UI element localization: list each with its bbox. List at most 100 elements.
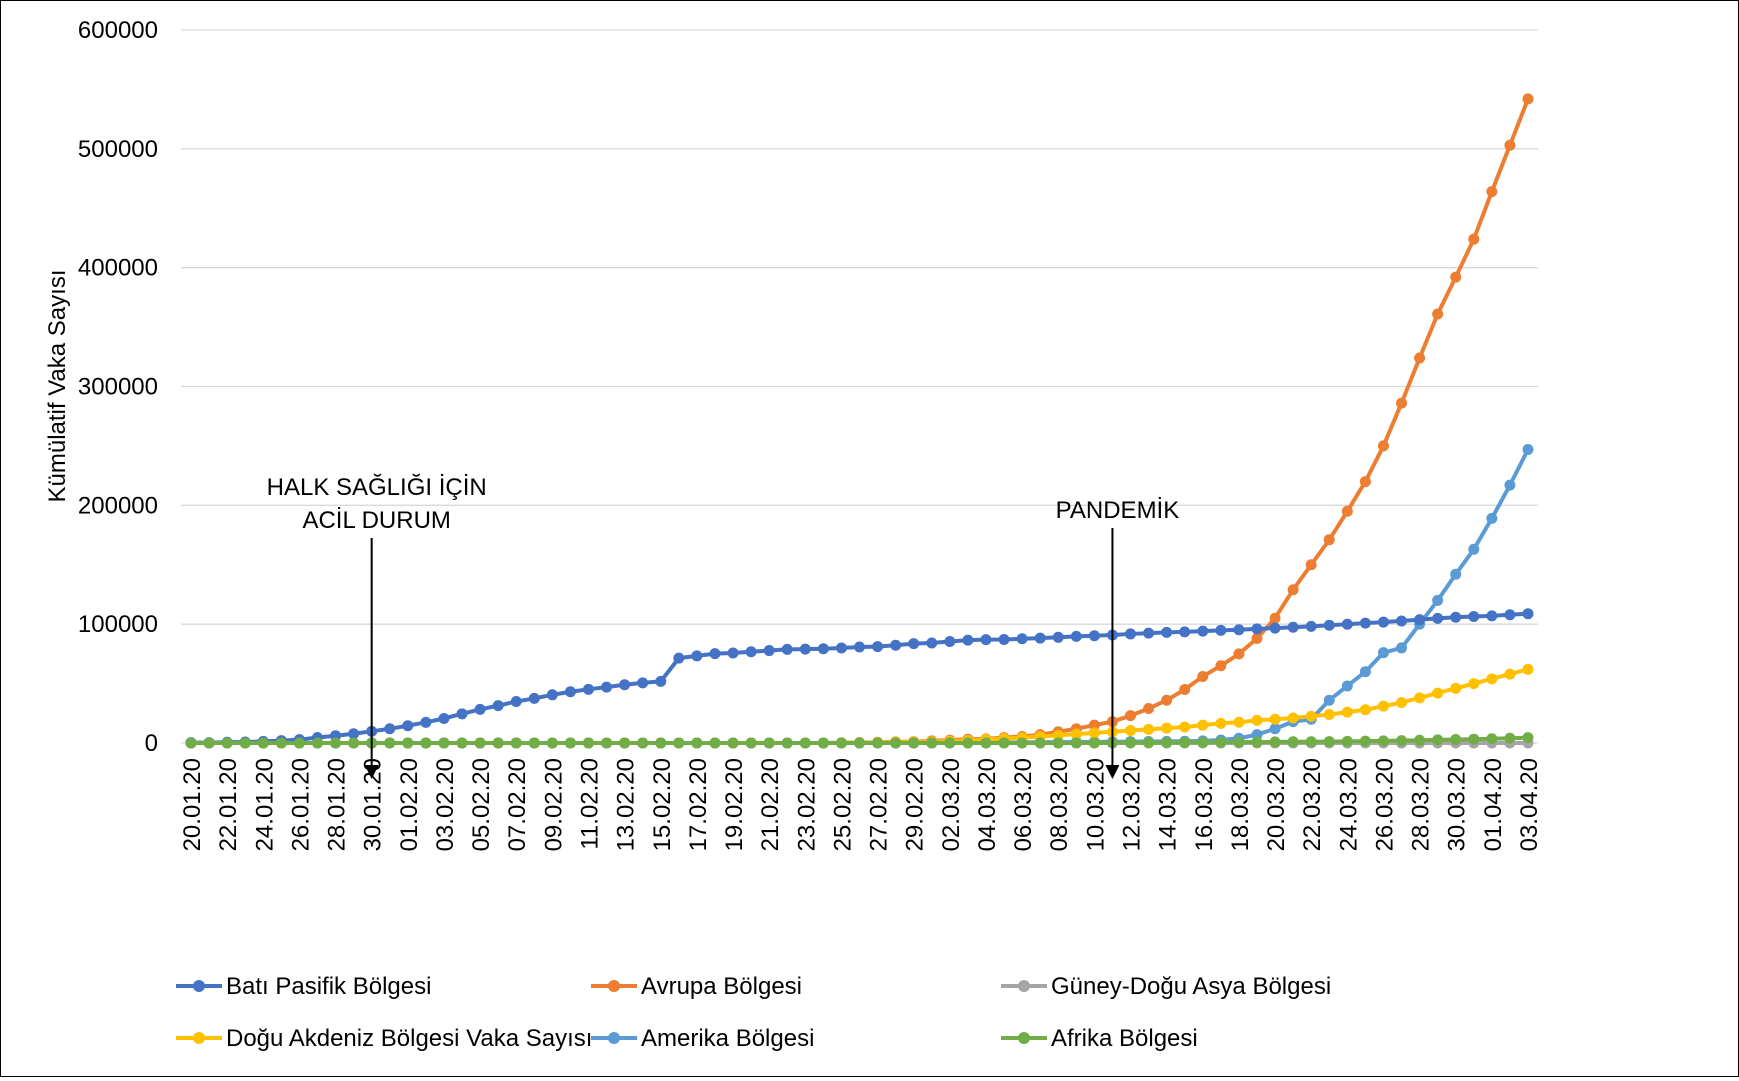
data-point <box>1468 611 1480 623</box>
data-point <box>980 634 992 646</box>
x-axis-ticks: 20.01.20 22.01.20 24.01.20 26.01.20 28.01.20… <box>179 758 1543 851</box>
data-point <box>1070 728 1082 740</box>
data-point <box>582 683 594 695</box>
data-point <box>1034 737 1046 749</box>
annotation-text: PANDEMİK <box>1056 497 1180 524</box>
data-point <box>1233 648 1245 660</box>
legend-label: Afrika Bölgesi <box>1051 1025 1198 1052</box>
data-point <box>1341 505 1353 517</box>
data-point <box>619 679 631 691</box>
data-point <box>1341 735 1353 747</box>
annotation-arrowhead <box>1105 765 1120 779</box>
data-point <box>1377 700 1389 712</box>
x-tick-label: 26.01.20 <box>287 758 314 851</box>
data-point <box>1522 608 1534 620</box>
data-point <box>1016 737 1028 749</box>
data-point <box>1396 615 1408 627</box>
data-point <box>492 700 504 712</box>
legend-label: Batı Pasifik Bölgesi <box>226 973 431 1000</box>
legend-marker <box>608 1032 620 1044</box>
legend-item: Afrika Bölgesi <box>1001 1025 1198 1052</box>
data-point <box>601 737 613 749</box>
data-point <box>239 737 251 749</box>
x-tick-label: 19.02.20 <box>721 758 748 851</box>
x-tick-label: 21.02.20 <box>757 758 784 851</box>
data-point <box>926 637 938 649</box>
data-point <box>799 643 811 655</box>
y-tick-label: 300000 <box>78 374 158 401</box>
data-point <box>1287 736 1299 748</box>
data-point <box>1396 735 1408 747</box>
data-point <box>655 675 667 687</box>
data-point <box>1504 479 1516 491</box>
data-point <box>601 681 613 693</box>
data-point <box>1504 732 1516 744</box>
data-point <box>673 737 685 749</box>
data-point <box>1161 626 1173 638</box>
data-point <box>564 686 576 698</box>
x-tick-label: 14.03.20 <box>1155 758 1182 851</box>
data-point <box>1305 736 1317 748</box>
x-tick-label: 04.03.20 <box>974 758 1001 851</box>
data-point <box>709 648 721 660</box>
data-point <box>203 737 215 749</box>
y-tick-label: 0 <box>145 730 158 757</box>
data-point <box>1197 736 1209 748</box>
y-tick-label: 100000 <box>78 611 158 638</box>
x-tick-label: 13.02.20 <box>613 758 640 851</box>
annotation-arrowhead <box>364 765 379 779</box>
data-point <box>1143 703 1155 715</box>
data-point <box>1377 735 1389 747</box>
data-point <box>691 737 703 749</box>
data-point <box>564 737 576 749</box>
data-point <box>1305 559 1317 571</box>
data-point <box>1359 666 1371 678</box>
data-point <box>944 737 956 749</box>
data-point <box>1251 632 1263 644</box>
data-point <box>1269 612 1281 624</box>
data-point <box>727 647 739 659</box>
data-point <box>1341 706 1353 718</box>
annotation-0: HALK SAĞLIĞI İÇİN ACİL DURUM <box>267 474 487 779</box>
data-point <box>817 643 829 655</box>
data-point <box>1450 682 1462 694</box>
data-point <box>1396 642 1408 654</box>
data-point <box>1396 697 1408 709</box>
data-point <box>1377 647 1389 659</box>
x-tick-label: 07.02.20 <box>504 758 531 851</box>
data-point <box>1396 397 1408 409</box>
data-point <box>1269 713 1281 725</box>
data-point <box>1468 543 1480 555</box>
data-point <box>944 636 956 648</box>
data-point <box>420 737 432 749</box>
x-tick-label: 09.02.20 <box>540 758 567 851</box>
x-tick-label: 25.02.20 <box>829 758 856 851</box>
x-tick-label: 02.03.20 <box>938 758 965 851</box>
data-point <box>1323 619 1335 631</box>
data-point <box>1125 628 1137 640</box>
data-point <box>1070 630 1082 642</box>
x-tick-label: 23.02.20 <box>793 758 820 851</box>
data-point <box>817 737 829 749</box>
data-point <box>980 737 992 749</box>
data-point <box>962 634 974 646</box>
data-point <box>1468 678 1480 690</box>
data-point <box>438 737 450 749</box>
data-point <box>854 737 865 749</box>
data-point <box>420 716 432 728</box>
y-tick-label: 400000 <box>78 255 158 282</box>
data-point <box>1522 93 1534 105</box>
data-point <box>1486 186 1498 198</box>
data-point <box>637 677 649 689</box>
y-tick-label: 200000 <box>78 492 158 519</box>
data-point <box>1432 734 1444 746</box>
data-point <box>655 737 667 749</box>
data-point <box>1034 632 1046 644</box>
data-point <box>1323 736 1335 748</box>
data-point <box>492 737 504 749</box>
data-point <box>1432 308 1444 320</box>
data-point <box>1161 737 1173 749</box>
data-point <box>1233 736 1245 748</box>
data-point <box>1052 631 1064 643</box>
data-point <box>1450 271 1462 283</box>
